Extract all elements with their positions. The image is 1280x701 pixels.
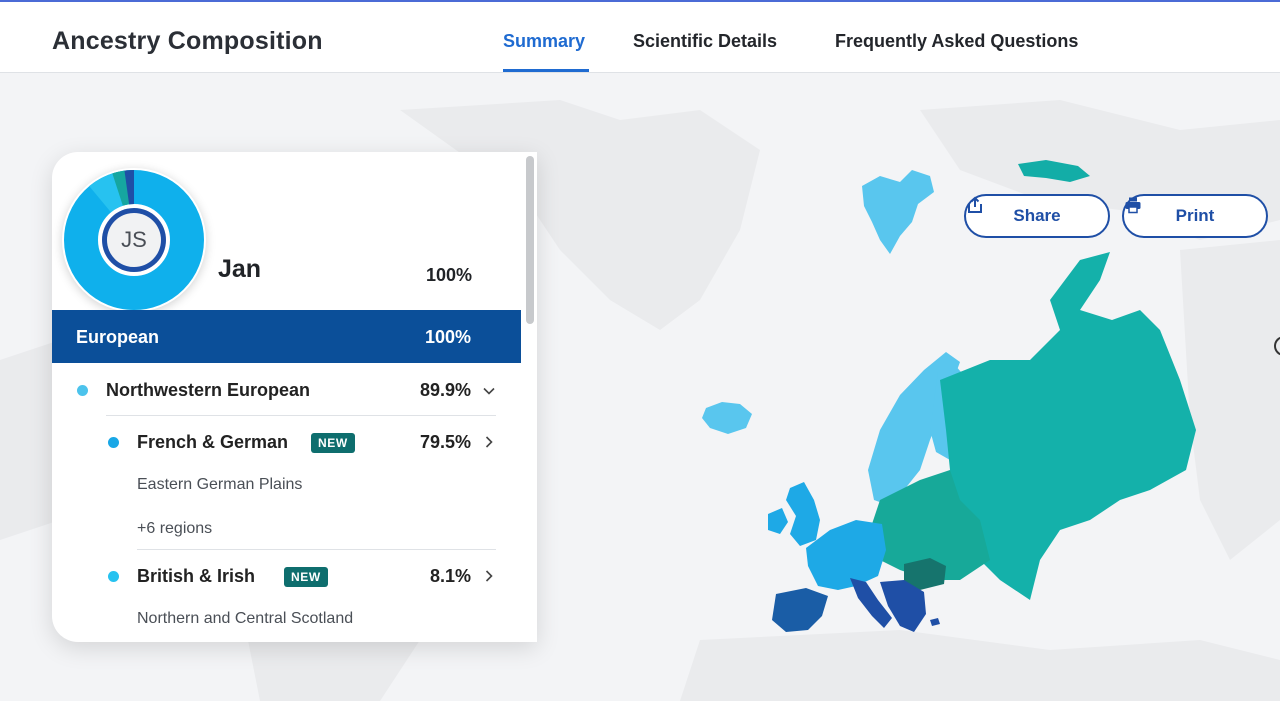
european-percent: 100% (424, 327, 471, 347)
french-german-dot (108, 437, 119, 448)
french-german-label: French & German (137, 432, 289, 452)
chevron-right-icon[interactable] (482, 569, 496, 583)
landmass-background-south (680, 630, 1280, 701)
chevron-right-icon[interactable] (482, 435, 496, 449)
northwestern-label: Northwestern European (106, 380, 311, 400)
region-arctic-islands (1018, 160, 1090, 182)
region-ireland (768, 508, 788, 534)
avatar-initials: JS (121, 227, 147, 252)
region-iberia (772, 588, 828, 632)
british-irish-label: British & Irish (137, 566, 256, 586)
more-regions-link[interactable]: +6 regions (137, 520, 213, 537)
top-header: Ancestry Composition Summary Scientific … (0, 2, 1280, 73)
row-french-german[interactable]: French & German NEW 79.5% (52, 416, 521, 468)
divider-2 (137, 549, 496, 550)
region-russia (930, 252, 1196, 600)
donut-svg (64, 169, 204, 310)
tab-scientific-details[interactable]: Scientific Details (633, 31, 778, 51)
tab-faq[interactable]: Frequently Asked Questions (835, 31, 1079, 51)
northwestern-dot (77, 385, 88, 396)
printer-icon (1125, 197, 1141, 214)
share-button[interactable]: Share (964, 194, 1110, 238)
page-title: Ancestry Composition (52, 27, 323, 55)
profile-percent: 100% (425, 265, 472, 285)
sub-region-northern-central-scotland: Northern and Central Scotland (137, 610, 354, 627)
region-great-britain (786, 482, 820, 546)
european-group-row[interactable]: European 100% (52, 310, 521, 363)
ancestry-donut-chart (62, 168, 206, 312)
region-romania (904, 558, 946, 590)
european-label: European (76, 327, 160, 347)
print-label: Print (1175, 206, 1215, 225)
new-badge: NEW (284, 567, 328, 587)
tab-summary[interactable]: Summary (503, 31, 586, 51)
chevron-down-icon[interactable] (482, 384, 496, 398)
region-balkans (880, 580, 926, 632)
share-icon (968, 196, 982, 213)
british-irish-percent: 8.1% (429, 566, 471, 586)
profile-name: Jan (218, 255, 262, 283)
region-france-germany (806, 520, 886, 590)
region-iceland (702, 402, 752, 434)
top-accent-line (0, 0, 1280, 2)
new-badge: NEW (311, 433, 355, 453)
divider-1 (106, 415, 496, 416)
region-svalbard (862, 170, 934, 254)
active-tab-underline (503, 69, 589, 72)
landmass-background-east (1180, 240, 1280, 560)
region-italy (850, 578, 892, 628)
french-german-percent: 79.5% (419, 432, 471, 452)
scrollbar-thumb[interactable] (526, 156, 534, 324)
region-eastern-europe (870, 470, 990, 580)
print-button[interactable]: Print (1122, 194, 1268, 238)
region-cyprus (930, 618, 940, 626)
british-irish-dot (108, 571, 119, 582)
northwestern-percent: 89.9% (419, 380, 471, 400)
row-northwestern-european[interactable]: Northwestern European 89.9% (52, 364, 521, 416)
share-label: Share (1013, 206, 1061, 225)
sub-region-eastern-german-plains: Eastern German Plains (137, 476, 303, 493)
row-british-irish[interactable]: British & Irish NEW 8.1% (52, 550, 521, 602)
